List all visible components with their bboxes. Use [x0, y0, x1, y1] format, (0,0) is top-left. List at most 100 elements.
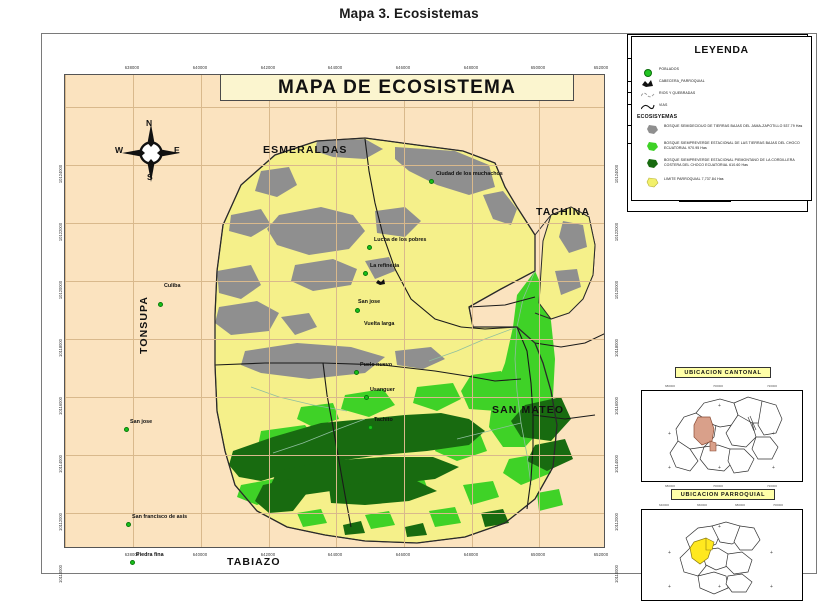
legend-item-label: VIAS	[659, 103, 668, 107]
inset-x-tick: 720000	[767, 384, 778, 388]
x-tick-label: 648000	[463, 65, 479, 70]
graticule-cross: +	[718, 584, 721, 590]
legend-eco-label: BOSQUE SIEMPREVERDE ESTACIONAL DE LAS TI…	[664, 141, 800, 150]
inset-map-cantonal: + + + + + +	[641, 390, 803, 482]
graticule-cross: +	[668, 431, 671, 437]
legend-eco-label: BOSQUE SIEMPREVERDE ESTACIONAL PIEMONTAN…	[664, 158, 795, 167]
x-tick-label: 648000	[463, 552, 479, 557]
map-panel: MAPA DE ECOSISTEMA 638000 640000 642000 …	[42, 34, 625, 583]
region-label-esmeraldas: ESMERALDAS	[263, 144, 348, 156]
graticule-line-h	[65, 513, 604, 514]
graticule-line-v	[65, 75, 66, 547]
graticule-line-h	[65, 339, 604, 340]
south-label: S	[147, 172, 153, 182]
legend-limite-parroquial: LIMITE PARROQUIAL 7,737.84 Has	[646, 177, 806, 188]
region-label-tabiazo: TABIAZO	[227, 556, 281, 568]
place-dot	[355, 308, 361, 314]
cabecera-parroquial-marker	[376, 279, 385, 285]
place-label: Puelo nuevo	[360, 362, 393, 368]
y-tick-label: 10124000	[614, 164, 619, 184]
x-tick-label: 646000	[395, 65, 411, 70]
y-tick-label: 10116000	[58, 397, 63, 415]
y-tick-label: 10114000	[614, 455, 619, 473]
place-dot	[363, 271, 369, 277]
inset-x-tick: 660000	[697, 503, 708, 507]
inset-x-tick: 680000	[735, 503, 746, 507]
place-label: San jose	[130, 419, 153, 425]
x-tick-label: 644000	[327, 552, 343, 557]
x-tick-label: 644000	[327, 65, 343, 70]
y-tick-label: 10120000	[614, 280, 619, 300]
y-tick-label: 10110000	[58, 565, 63, 583]
legend-item-poblados: POBLADOS	[641, 67, 806, 77]
x-tick-label: 650000	[530, 65, 546, 70]
x-tick-label: 652000	[593, 65, 609, 70]
y-tick-label: 10114000	[58, 455, 63, 473]
graticule-line-h	[65, 223, 604, 224]
parroquial-geometry	[679, 521, 761, 595]
legend-eco-label: BOSQUE SEMIDECIDUO DE TIERRAS BAJAS DEL …	[664, 124, 803, 128]
west-label: W	[115, 145, 124, 155]
legend-item-vias: VIAS	[641, 103, 806, 112]
legend-eco-piemontano: BOSQUE SIEMPREVERDE ESTACIONAL PIEMONTAN…	[646, 158, 808, 168]
legend-item-label: RIOS Y QUEBRADAS	[659, 91, 696, 95]
place-dot	[364, 395, 370, 401]
y-tick-label: 10116000	[614, 397, 619, 415]
graticule-cross: +	[668, 584, 671, 590]
y-tick-label: 10112000	[58, 513, 63, 531]
legend-item-cabecera: CABECERA_PARROQUIAL	[641, 79, 806, 88]
place-label: Ciudad de los muchachos	[436, 171, 503, 177]
y-tick-label: 10124000	[58, 164, 63, 184]
limite-parroquial-swatch-icon	[646, 177, 661, 188]
cabecera-marker-icon	[641, 79, 656, 88]
place-dot	[130, 560, 136, 566]
inset-map-parroquial: + + + + + +	[641, 509, 803, 601]
inset-x-tick: 700000	[713, 384, 724, 388]
place-dot	[367, 245, 373, 251]
y-tick-label: 10120000	[58, 280, 63, 300]
graticule-line-v	[404, 75, 405, 547]
legend-item-rios: RIOS Y QUEBRADAS	[641, 91, 806, 100]
place-label: Vuelta larga	[364, 321, 395, 327]
legend-eco-semideciduo: BOSQUE SEMIDECIDUO DE TIERRAS BAJAS DEL …	[646, 124, 806, 134]
graticule-line-h	[65, 455, 604, 456]
eco-siempreverde-bajas-swatch-icon	[646, 141, 661, 151]
eco-piemontano-swatch-icon	[646, 158, 661, 168]
inset-banner-cantonal: UBICACION CANTONAL	[675, 367, 771, 378]
graticule-cross: +	[772, 465, 775, 471]
place-label: Usanguer	[370, 387, 395, 393]
graticule-line-h	[65, 397, 604, 398]
place-label: Piedra fina	[136, 552, 164, 558]
north-arrow: N S W E	[115, 118, 184, 186]
inset-x-tick: 700000	[713, 484, 724, 488]
graticule-cross: +	[668, 465, 671, 471]
y-tick-label: 10122000	[614, 222, 619, 242]
y-tick-label: 10118000	[58, 339, 63, 357]
graticule-line-v	[539, 75, 540, 547]
x-tick-label: 638000	[124, 65, 140, 70]
compass-rose-icon	[122, 124, 180, 182]
legend-eco-label: LIMITE PARROQUIAL 7,737.84 Has	[664, 177, 724, 181]
inset-x-tick: 720000	[767, 484, 778, 488]
y-tick-label: 10110000	[614, 565, 619, 583]
region-label-tachina: TACHINA	[536, 206, 591, 218]
y-tick-label: 10118000	[614, 339, 619, 357]
graticule-cross: +	[718, 465, 721, 471]
x-tick-label: 638000	[124, 552, 140, 557]
rios-line-icon	[641, 91, 656, 100]
graticule-cross: +	[770, 550, 773, 556]
ecosystem-geometry	[214, 137, 604, 544]
graticule-cross: +	[772, 431, 775, 437]
graticule-line-h	[65, 165, 604, 166]
inset-x-tick: 680000	[665, 484, 676, 488]
graticule-cross: +	[668, 550, 671, 556]
highlight-canton	[693, 416, 715, 446]
y-tick-label: 10122000	[58, 222, 63, 242]
place-dot	[126, 522, 132, 528]
graticule-line-v	[269, 75, 270, 547]
place-label: San jose	[358, 299, 381, 305]
inset-x-tick: 680000	[665, 384, 676, 388]
x-tick-label: 646000	[395, 552, 411, 557]
poblados-dot-icon	[641, 67, 656, 77]
place-dot	[124, 427, 130, 433]
